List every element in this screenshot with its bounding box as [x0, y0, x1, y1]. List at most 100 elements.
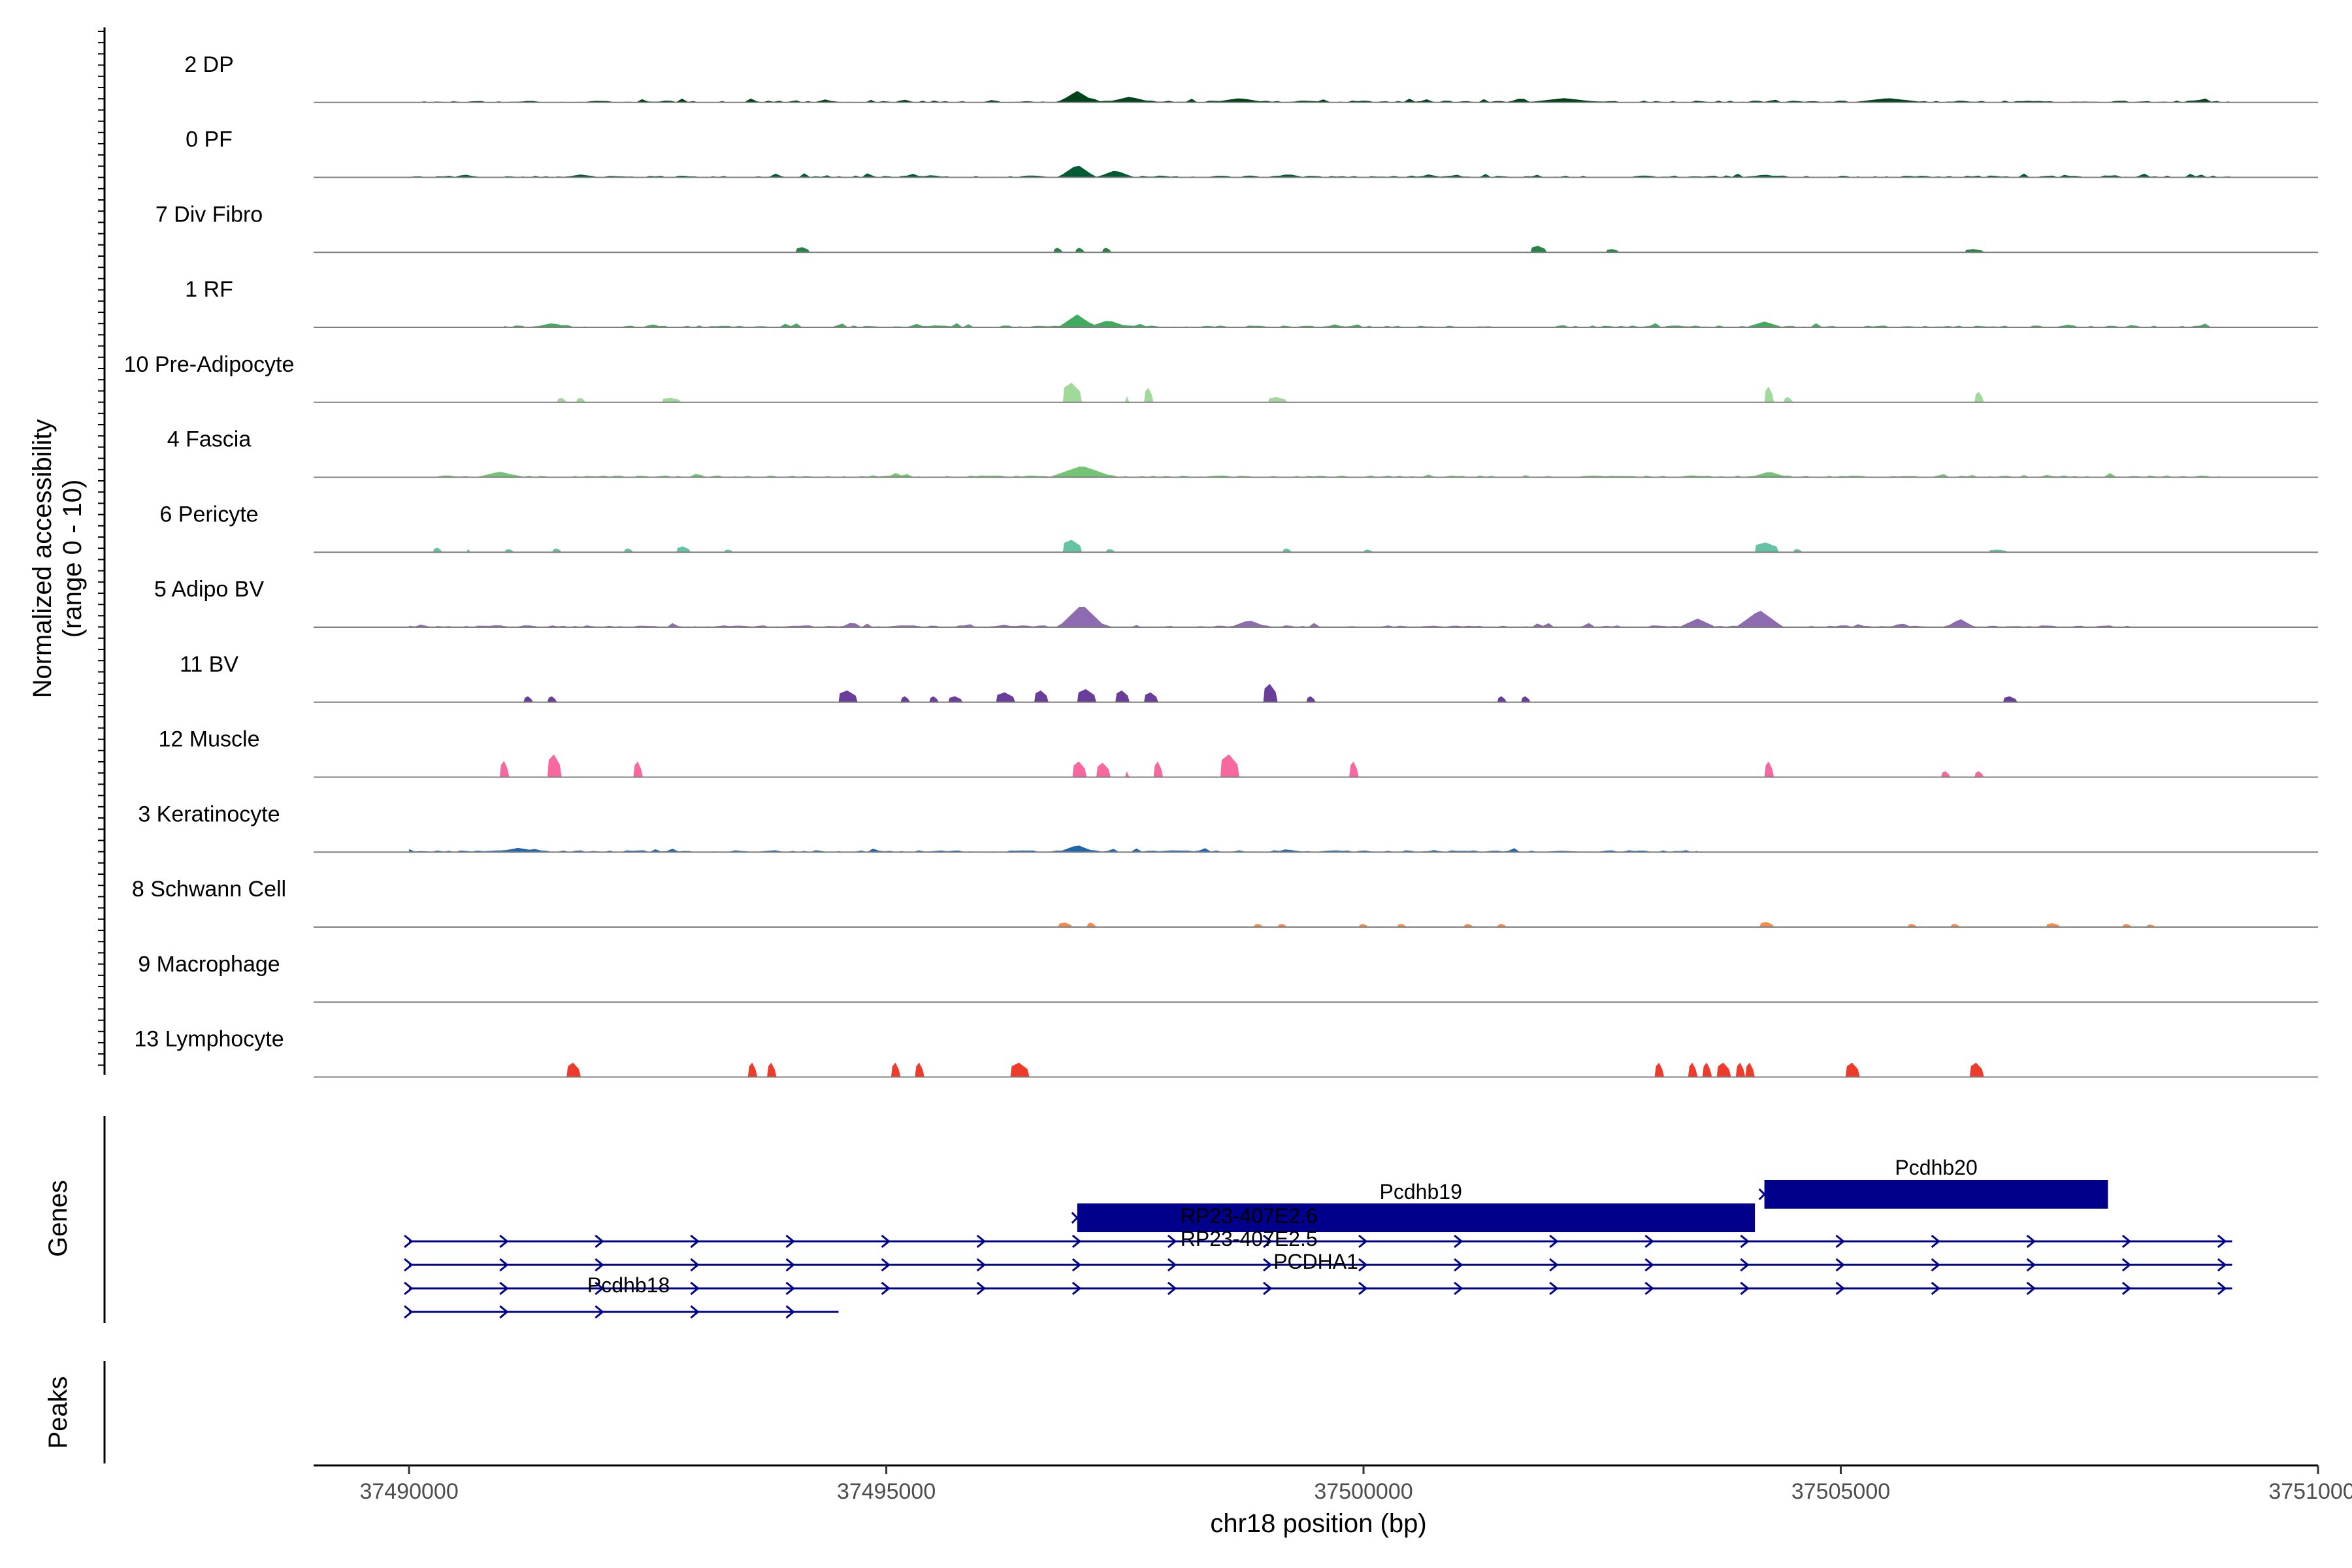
y-axis: [98, 27, 106, 1075]
track-label: 8 Schwann Cell: [132, 877, 286, 902]
coverage-peak: [466, 549, 472, 553]
y-axis-title-line-2: (range 0 - 10): [58, 480, 87, 638]
track-label: 1 RF: [185, 277, 233, 302]
gene-strand-arrow: [1358, 1234, 1368, 1249]
coverage-peak: [1907, 924, 1918, 927]
track-label: 10 Pre-Adipocyte: [124, 352, 295, 377]
track-9: 11 BV: [180, 652, 2318, 703]
coverage-peak: [795, 247, 810, 253]
coverage-area: [409, 165, 2232, 178]
coverage-peak: [1124, 396, 1130, 402]
coverage-peak: [1124, 771, 1130, 777]
gene-strand-arrow: [1263, 1281, 1273, 1296]
gene-strand-arrow: [881, 1234, 890, 1249]
coverage-peak: [1845, 1062, 1860, 1077]
gene-strand-arrow: [595, 1281, 604, 1296]
gene-strand-arrow: [595, 1234, 604, 1249]
y-axis-title-line-1: Normalized accessibility: [28, 419, 57, 698]
gene-strand-arrow: [2026, 1234, 2036, 1249]
gene-label: Pcdhb19: [1380, 1180, 1462, 1203]
gene-strand-arrow: [2121, 1234, 2132, 1249]
track-label: 3 Keratinocyte: [138, 802, 280, 826]
gene-strand-arrow: [690, 1258, 700, 1272]
coverage-peak: [1530, 246, 1547, 253]
gene-strand-arrow: [785, 1234, 795, 1249]
gene-strand-arrow: [499, 1305, 509, 1319]
gene-strand-arrow: [404, 1258, 414, 1272]
coverage-peak: [1745, 1062, 1755, 1077]
coverage-peak: [915, 1062, 924, 1077]
gene-strand-arrow: [1358, 1258, 1368, 1272]
coverage-peak: [504, 549, 514, 553]
x-axis: chr18 position (bp) 37490000 37495000 3750…: [314, 1464, 2352, 1538]
coverage-peak: [948, 696, 963, 702]
gene-strand-arrow: [881, 1258, 890, 1272]
coverage-peak: [1716, 1062, 1731, 1077]
gene-exon-block: [1764, 1180, 2108, 1209]
track-11: 3 Keratinocyte: [138, 802, 2318, 853]
x-axis-tick-label: 37510000: [2268, 1479, 2352, 1504]
coverage-peak: [1144, 387, 1154, 402]
coverage-peak: [1497, 924, 1507, 927]
gene-strand-arrow: [1549, 1258, 1559, 1272]
track-label: 6 Pericyte: [159, 502, 258, 527]
gene-strand-arrow: [2026, 1258, 2036, 1272]
genes-panel: Genes Pcdhb20 Pcdhb19 RP23-407E2.6RP23-407…: [44, 1116, 2232, 1323]
coverage-peak: [1606, 249, 1620, 253]
gene-pcdha1: PCDHA1: [404, 1250, 2232, 1296]
coverage-peak: [566, 1062, 581, 1077]
gene-strand-arrow: [1835, 1281, 1845, 1296]
gene-strand-arrow: [595, 1305, 604, 1319]
track-1: 2 DP: [184, 52, 2318, 103]
coverage-peak: [1735, 1062, 1746, 1077]
coverage-area: [418, 91, 2232, 103]
gene-strand-arrow: [785, 1281, 795, 1296]
coverage-peak: [1105, 549, 1116, 553]
gene-strand-arrow: [1454, 1281, 1463, 1296]
coverage-area: [437, 466, 2232, 478]
coverage-peak: [929, 696, 939, 702]
coverage-peak: [523, 696, 533, 702]
track-2: 0 PF: [186, 127, 2318, 178]
coverage-peak: [838, 690, 858, 702]
gene-strand-arrow: [595, 1258, 604, 1272]
gene-label: RP23-407E2.5: [1181, 1227, 1318, 1250]
x-axis-tick-label: 37490000: [359, 1479, 458, 1504]
coverage-peak: [1950, 924, 1961, 927]
gene-strand-arrow: [1740, 1258, 1750, 1272]
coverage-peak: [1940, 771, 1951, 777]
gene-strand-arrow: [404, 1234, 414, 1249]
coverage-peak: [547, 754, 562, 777]
gene-label: RP23-407E2.6: [1181, 1204, 1318, 1228]
coverage-peak: [1764, 761, 1774, 777]
track-label: 7 Div Fibro: [155, 202, 263, 227]
gene-strand-arrow: [499, 1234, 509, 1249]
coverage-peak: [1759, 922, 1774, 927]
coverage-peak: [1974, 391, 1984, 402]
x-axis-tick-label: 37505000: [1791, 1479, 1890, 1504]
coverage-peak: [1102, 248, 1112, 253]
gene-strand-arrow: [1167, 1234, 1177, 1249]
coverage-peak: [1969, 1062, 1984, 1077]
gene-strand-arrow: [2026, 1281, 2036, 1296]
gene-strand-arrow: [404, 1305, 414, 1319]
coverage-peak: [747, 1062, 758, 1077]
track-12: 8 Schwann Cell: [132, 877, 2318, 928]
gene-strand-arrow: [499, 1258, 509, 1272]
coverage-peak: [552, 548, 562, 553]
coverage-area: [409, 845, 1698, 853]
coverage-peak: [1220, 754, 1240, 777]
gene-exon-block: [1077, 1203, 1756, 1232]
gene-strand-arrow: [1549, 1281, 1559, 1296]
gene-strand-arrow: [1263, 1258, 1273, 1272]
coverage-peak: [1974, 771, 1984, 777]
x-axis-tick-label: 37495000: [837, 1479, 936, 1504]
gene-strand-arrow: [1454, 1234, 1463, 1249]
track-5: 10 Pre-Adipocyte: [124, 352, 2318, 403]
coverage-peak: [1077, 689, 1096, 702]
coverage-peak: [1521, 696, 1531, 702]
peaks-panel-title: Peaks: [44, 1376, 73, 1448]
coverage-peak: [996, 692, 1015, 702]
gene-strand-arrow: [1644, 1234, 1654, 1249]
coverage-peak: [1153, 761, 1164, 777]
